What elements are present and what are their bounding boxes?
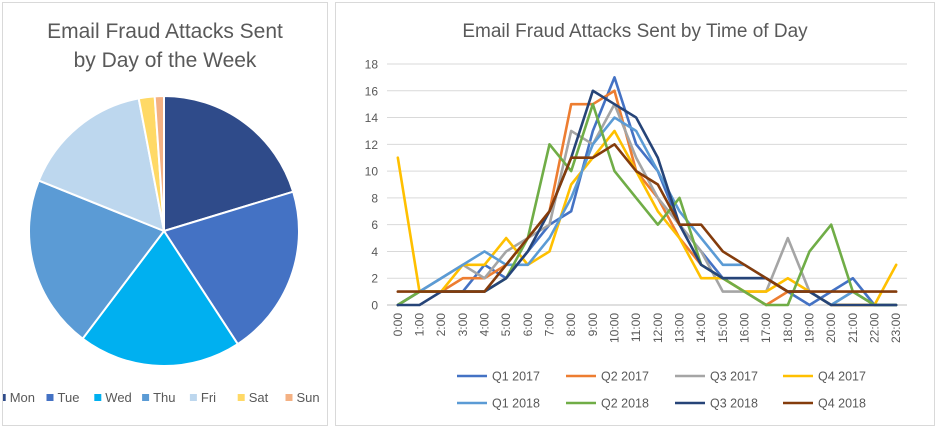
pie-legend-item-mon: Mon <box>3 390 35 405</box>
x-tick-label-16-00: 16:00 <box>738 313 752 343</box>
x-tick-label-6-00: 6:00 <box>521 313 535 337</box>
series-lines <box>396 76 898 307</box>
x-tick-label-9-00: 9:00 <box>586 313 600 337</box>
pie-chart-title: Email Fraud Attacks Sent by Day of the W… <box>3 17 327 75</box>
x-tick-label-11-00: 11:00 <box>629 313 643 342</box>
line-legend-label: Q4 2018 <box>818 397 866 411</box>
line-legend-label: Q3 2017 <box>710 370 758 384</box>
pie-legend-label: Sat <box>249 390 269 405</box>
pie-legend-swatch <box>94 394 102 401</box>
pie-legend-item-sat: Sat <box>237 390 269 405</box>
y-tick-label-10: 10 <box>365 165 379 179</box>
pie-slice-tue <box>162 190 300 346</box>
x-tick-label-10-00: 10:00 <box>608 313 622 343</box>
x-tick-label-0-00: 0:00 <box>391 313 405 337</box>
pie-slice-mon <box>163 94 295 233</box>
x-tick-label-17-00: 17:00 <box>759 313 773 343</box>
pie-chart-title-line-2: by Day of the Week <box>73 49 257 72</box>
line-legend-label: Q1 2018 <box>492 397 540 411</box>
x-tick-label-4-00: 4:00 <box>478 313 492 337</box>
y-tick-label-4: 4 <box>371 245 378 259</box>
line-legend-label: Q1 2017 <box>492 370 540 384</box>
pie-chart-panel: Email Fraud Attacks Sent by Day of the W… <box>2 2 328 426</box>
line-legend-label: Q3 2018 <box>710 397 758 411</box>
x-tick-label-3-00: 3:00 <box>456 313 470 337</box>
x-tick-label-1-00: 1:00 <box>413 313 427 337</box>
x-tick-label-14-00: 14:00 <box>694 313 708 343</box>
line-legend-item-q4-2017: Q4 2017 <box>783 370 866 384</box>
x-tick-label-18-00: 18:00 <box>781 313 795 343</box>
y-axis-tick-labels: 0 2 4 6 8 10 12 14 16 18 <box>365 58 379 313</box>
series-line-q1-2017 <box>396 76 898 307</box>
line-legend-label: Q2 2017 <box>601 370 649 384</box>
x-tick-label-12-00: 12:00 <box>651 313 665 343</box>
y-tick-label-8: 8 <box>371 191 378 205</box>
pie-legend: Mon Tue Wed Thu Fri Sat Sun <box>3 390 320 405</box>
x-tick-label-8-00: 8:00 <box>564 313 578 337</box>
line-legend-item-q3-2018: Q3 2018 <box>675 397 758 411</box>
pie-legend-item-sun: Sun <box>285 390 320 405</box>
pie-legend-item-thu: Thu <box>142 390 176 405</box>
y-tick-label-0: 0 <box>371 299 378 313</box>
line-legend-item-q2-2017: Q2 2017 <box>566 370 649 384</box>
x-tick-label-20-00: 20:00 <box>824 313 838 343</box>
series-line-q3-2017 <box>396 102 898 307</box>
y-tick-label-16: 16 <box>365 84 379 98</box>
pie-legend-label: Sun <box>297 390 320 405</box>
y-tick-label-12: 12 <box>365 138 379 152</box>
series-line-q2-2018 <box>396 102 898 307</box>
x-tick-label-23-00: 23:00 <box>889 313 903 343</box>
pie-legend-swatch <box>189 394 197 401</box>
pie-legend-swatch <box>142 394 150 401</box>
y-tick-label-2: 2 <box>371 272 378 286</box>
pie-legend-label: Tue <box>58 390 80 405</box>
line-chart-svg: 0 2 4 6 8 10 12 14 16 18 0:00 1:00 2:00 3:00 4:00 5:00 6… <box>365 58 907 411</box>
pie-legend-item-fri: Fri <box>189 390 216 405</box>
pie-slice-fri <box>37 97 166 233</box>
pie-legend-swatch <box>237 394 245 401</box>
x-tick-label-19-00: 19:00 <box>803 313 817 343</box>
line-legend-label: Q2 2018 <box>601 397 649 411</box>
x-tick-label-15-00: 15:00 <box>716 313 730 343</box>
pie-slice-wed <box>81 229 240 367</box>
line-legend-item-q4-2018: Q4 2018 <box>783 397 866 411</box>
y-tick-label-6: 6 <box>371 218 378 232</box>
x-tick-label-21-00: 21:00 <box>846 313 860 343</box>
series-line-q4-2018 <box>396 143 898 293</box>
pie-legend-item-tue: Tue <box>46 390 80 405</box>
line-legend-item-q3-2017: Q3 2017 <box>675 370 758 384</box>
line-legend-item-q1-2018: Q1 2018 <box>457 397 540 411</box>
pie-chart-svg: Mon Tue Wed Thu Fri Sat Sun <box>3 94 320 405</box>
pie-legend-label: Fri <box>201 390 216 405</box>
pie-slice-thu <box>28 179 166 341</box>
x-axis-tick-labels: 0:00 1:00 2:00 3:00 4:00 5:00 6:00 7:00 8:00 9:00… <box>391 313 903 343</box>
pie-chart-title-line-1: Email Fraud Attacks Sent <box>47 20 283 43</box>
pie-legend-swatch <box>285 394 293 401</box>
line-legend: Q1 2017 Q2 2017 Q3 2017 Q4 2017 Q1 2018 Q2 20… <box>457 370 866 411</box>
x-tick-label-13-00: 13:00 <box>673 313 687 343</box>
x-tick-label-2-00: 2:00 <box>434 313 448 337</box>
line-legend-label: Q4 2017 <box>818 370 866 384</box>
line-chart-panel: Email Fraud Attacks Sent by Time of Day … <box>335 2 935 426</box>
x-tick-label-7-00: 7:00 <box>543 313 557 337</box>
pie-slice-sun <box>153 94 165 232</box>
x-tick-label-22-00: 22:00 <box>868 313 882 343</box>
pie-legend-label: Wed <box>105 390 132 405</box>
pie-legend-item-wed: Wed <box>94 390 132 405</box>
x-tick-label-5-00: 5:00 <box>499 313 513 337</box>
pie-legend-swatch <box>3 394 6 401</box>
pie-legend-label: Mon <box>10 390 35 405</box>
line-legend-item-q2-2018: Q2 2018 <box>566 397 649 411</box>
line-chart-title: Email Fraud Attacks Sent by Time of Day <box>462 21 808 42</box>
y-tick-label-14: 14 <box>365 111 379 125</box>
pie-legend-swatch <box>46 394 54 401</box>
y-tick-label-18: 18 <box>365 58 379 72</box>
line-legend-item-q1-2017: Q1 2017 <box>457 370 540 384</box>
pie-legend-label: Thu <box>153 390 175 405</box>
